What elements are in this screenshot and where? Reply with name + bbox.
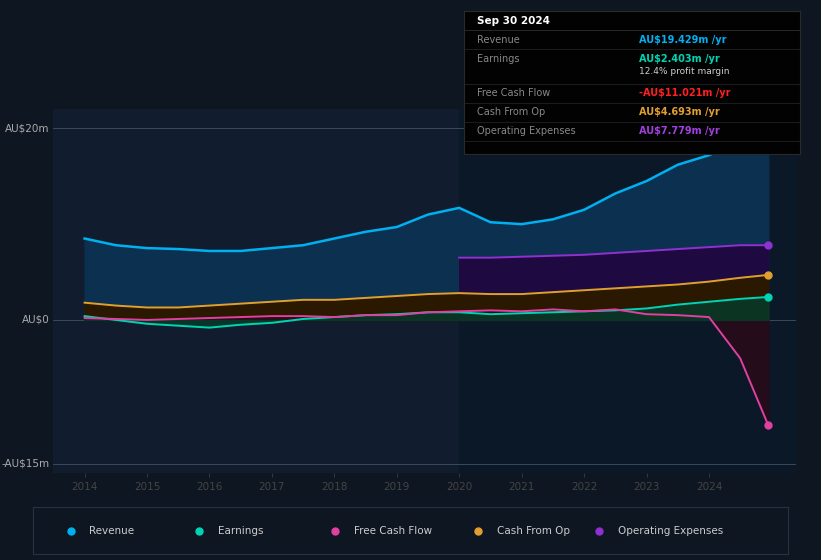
Text: Revenue: Revenue [89, 526, 135, 535]
Text: Cash From Op: Cash From Op [477, 107, 546, 117]
Text: Earnings: Earnings [477, 54, 520, 64]
Text: AU$0: AU$0 [22, 315, 49, 325]
Text: Earnings: Earnings [218, 526, 264, 535]
Text: Free Cash Flow: Free Cash Flow [477, 88, 551, 98]
Text: Operating Expenses: Operating Expenses [618, 526, 723, 535]
Bar [459, 109, 796, 473]
Text: Cash From Op: Cash From Op [498, 526, 571, 535]
Text: Operating Expenses: Operating Expenses [477, 126, 576, 136]
Text: AU$7.779m /yr: AU$7.779m /yr [639, 126, 720, 136]
Text: Free Cash Flow: Free Cash Flow [354, 526, 432, 535]
Text: AU$19.429m /yr: AU$19.429m /yr [639, 35, 727, 45]
Text: AU$20m: AU$20m [5, 123, 49, 133]
Text: AU$4.693m /yr: AU$4.693m /yr [639, 107, 720, 117]
Text: -AU$15m: -AU$15m [2, 459, 49, 469]
Text: 12.4% profit margin: 12.4% profit margin [639, 67, 729, 76]
Text: -AU$11.021m /yr: -AU$11.021m /yr [639, 88, 731, 98]
Text: AU$2.403m /yr: AU$2.403m /yr [639, 54, 720, 64]
Text: Revenue: Revenue [477, 35, 520, 45]
Text: Sep 30 2024: Sep 30 2024 [477, 16, 550, 26]
